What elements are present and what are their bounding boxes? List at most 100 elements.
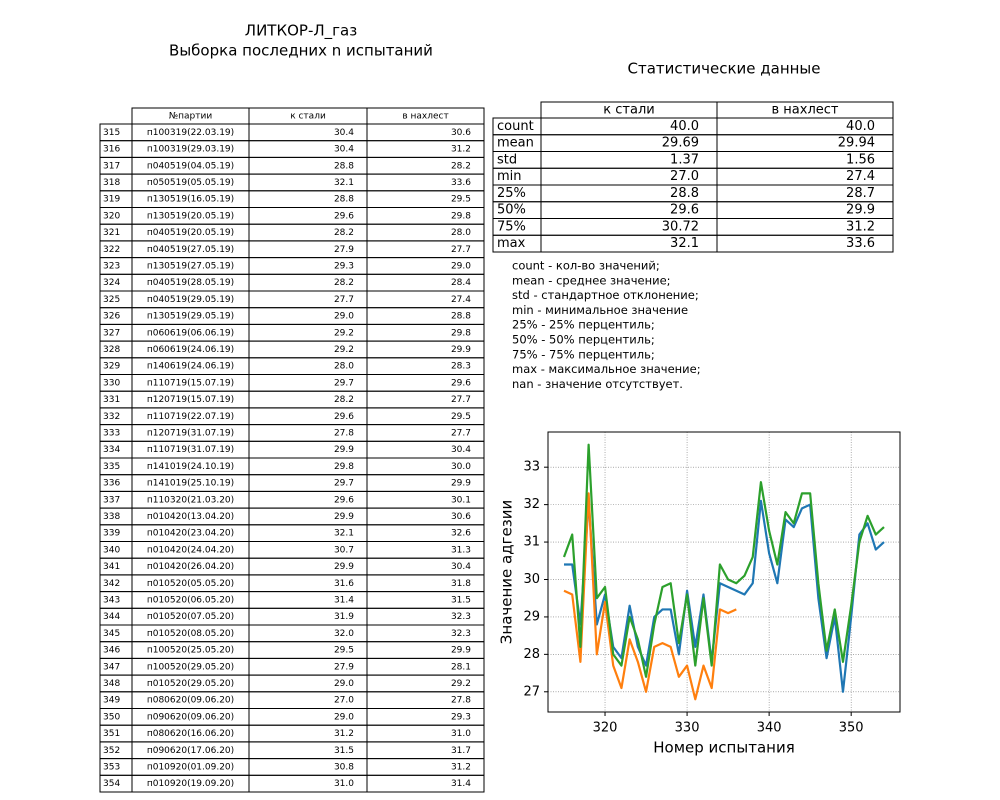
stats-header: к стали (603, 103, 654, 118)
table-text: 354 (103, 779, 120, 789)
table-text: 30.4 (451, 562, 471, 572)
note: count - кол-во значений; (512, 259, 660, 273)
stats-text: min (497, 169, 522, 184)
table-text: 30.4 (334, 128, 354, 138)
table-text: 28.4 (451, 278, 471, 288)
table-text: 315 (103, 128, 120, 138)
table-text: 29.2 (451, 679, 471, 689)
table-text: 29.7 (334, 479, 354, 489)
table-text: 27.7 (334, 295, 354, 305)
table-text: 30.6 (451, 128, 471, 138)
table-text: 28.8 (334, 161, 354, 171)
table-text: 343 (103, 595, 120, 605)
title: ЛИТКОР-Л_газ (245, 22, 357, 41)
table-text: 320 (103, 211, 120, 221)
stats-text: 31.2 (846, 219, 875, 234)
table-text: п040519(04.05.19) (147, 161, 234, 171)
table-text: 29.0 (334, 712, 354, 722)
table-text: 327 (103, 328, 120, 338)
table-text: 29.6 (334, 412, 354, 422)
table-text: п120719(31.07.19) (147, 428, 234, 438)
table-text: п050519(05.05.19) (147, 178, 234, 188)
table-text: 29.3 (334, 261, 354, 271)
note: 25% - 25% перцентиль; (512, 318, 655, 332)
table-text: 32.6 (451, 529, 471, 539)
table-text: 31.2 (451, 762, 471, 772)
y-tick-label: 27 (523, 684, 540, 699)
note: max - максимальное значение; (512, 362, 701, 376)
table-text: 28.2 (334, 395, 354, 405)
stats-text: 75% (497, 219, 526, 234)
table-text: 348 (103, 679, 120, 689)
table-text: п100520(29.05.20) (147, 662, 234, 672)
table-text: 28.8 (334, 195, 354, 205)
stats-text: mean (497, 136, 534, 151)
table-text: 29.5 (451, 412, 471, 422)
table-text: 344 (103, 612, 120, 622)
table-text: 325 (103, 295, 120, 305)
table-text: 28.1 (451, 662, 471, 672)
table-text: 31.3 (451, 545, 471, 555)
stats-text: 29.69 (662, 136, 699, 151)
table-text: 31.7 (451, 746, 471, 756)
plot-frame (547, 431, 901, 713)
table-text: 28.0 (334, 362, 354, 372)
table-text: 319 (103, 195, 120, 205)
table-text: 342 (103, 579, 120, 589)
column-header: №партии (169, 112, 213, 122)
table-text: 30.4 (451, 445, 471, 455)
table-text: 347 (103, 662, 120, 672)
subtitle: Выборка последних n испытаний (169, 42, 433, 60)
table-text: п010920(01.09.20) (147, 762, 234, 772)
stats-text: 30.72 (662, 219, 699, 234)
stats-text: 29.9 (846, 203, 875, 218)
table-text: 31.8 (451, 579, 471, 589)
stats-text: count (497, 119, 534, 134)
table-text: 30.7 (334, 545, 354, 555)
table-text: 27.4 (451, 295, 471, 305)
table-text: п141019(25.10.19) (147, 479, 234, 489)
line-series (564, 499, 885, 693)
table-text: 29.9 (334, 562, 354, 572)
table-text: 350 (103, 712, 120, 722)
y-tick-label: 31 (523, 535, 540, 550)
table-text: 29.5 (334, 646, 354, 656)
table-text: 29.9 (451, 479, 471, 489)
table-text: п010520(05.05.20) (147, 579, 234, 589)
table-text: 353 (103, 762, 120, 772)
table-text: п140619(24.06.19) (147, 362, 234, 372)
table-text: 27.7 (451, 428, 471, 438)
table-text: 323 (103, 261, 120, 271)
table-text: п010420(23.04.20) (147, 529, 234, 539)
stats-text: 33.6 (846, 236, 875, 251)
x-axis-label: Номер испытания (653, 739, 794, 757)
table-text: 31.4 (334, 595, 354, 605)
table-text: 31.5 (334, 746, 354, 756)
table-text: п010520(29.05.20) (147, 679, 234, 689)
table-text: 29.9 (334, 445, 354, 455)
table-text: п130519(29.05.19) (147, 312, 234, 322)
table-text: 31.6 (334, 579, 354, 589)
table-cell (716, 234, 894, 253)
table-text: 28.2 (334, 278, 354, 288)
table-text: п110719(22.07.19) (147, 412, 234, 422)
note: 75% - 75% перцентиль; (512, 347, 655, 361)
table-text: 352 (103, 746, 120, 756)
column-header: в нахлест (402, 112, 448, 122)
table-text: 28.8 (451, 312, 471, 322)
table-text: 31.2 (451, 145, 471, 155)
table-text: 29.2 (334, 328, 354, 338)
table-text: п040519(28.05.19) (147, 278, 234, 288)
table-text: п010520(08.05.20) (147, 629, 234, 639)
table-text: 336 (103, 479, 120, 489)
y-tick-label: 30 (523, 572, 540, 587)
table-text: 331 (103, 395, 120, 405)
table-text: 29.6 (451, 378, 471, 388)
table-text: п100520(25.05.20) (147, 646, 234, 656)
note: nan - значение отсутствует. (512, 377, 683, 391)
stats-text: 1.56 (846, 152, 875, 167)
table-text: 27.8 (334, 428, 354, 438)
y-tick-label: 33 (523, 460, 540, 475)
table-text: 32.1 (334, 178, 354, 188)
table-text: п110320(21.03.20) (147, 495, 234, 505)
